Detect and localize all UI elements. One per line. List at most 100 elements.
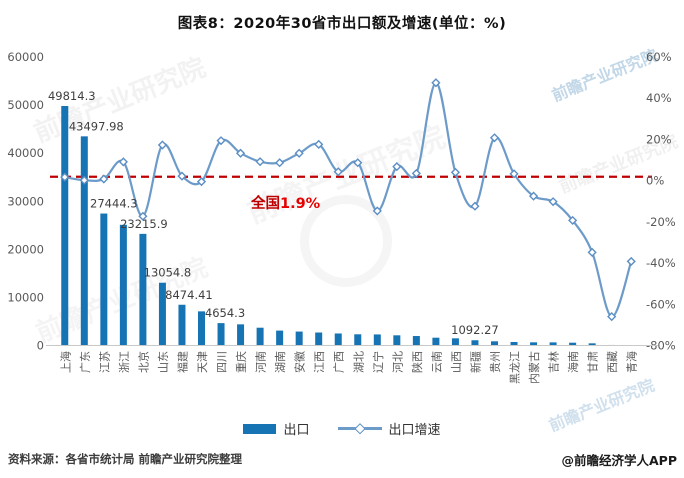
bar-value-label-北京: 23215.9 xyxy=(120,217,168,231)
export-bar-河南 xyxy=(256,327,264,346)
category-label-福建: 福建 xyxy=(176,351,190,373)
growth-marker-北京 xyxy=(138,211,148,221)
growth-marker-吉林 xyxy=(548,197,558,207)
category-label-河南: 河南 xyxy=(255,351,268,373)
growth-marker-天津 xyxy=(196,177,207,187)
growth-marker-辽宁 xyxy=(372,206,382,216)
export-bar-福建 xyxy=(178,304,186,346)
national-average-value: 1.9% xyxy=(280,196,321,212)
export-bar-河北 xyxy=(393,335,401,346)
bar-value-label-山东: 13054.8 xyxy=(144,266,192,280)
legend-label-growth: 出口增速 xyxy=(388,423,441,438)
category-label-河北: 河北 xyxy=(391,351,404,373)
national-average-label: 全国1.9% xyxy=(251,192,320,213)
export-bar-吉林 xyxy=(549,342,557,346)
right-axis-tick-60: 60% xyxy=(646,50,672,64)
export-bar-江西 xyxy=(315,332,323,346)
growth-marker-广东 xyxy=(79,175,89,185)
growth-marker-四川 xyxy=(216,136,226,146)
right-axis-tick-20: 20% xyxy=(646,132,672,146)
export-bar-陕西 xyxy=(412,336,420,346)
growth-marker-湖南 xyxy=(275,158,285,168)
left-axis-tick-60000: 60000 xyxy=(7,50,44,64)
legend-label-export: 出口 xyxy=(283,423,310,438)
export-bar-重庆 xyxy=(237,324,245,346)
growth-marker-陕西 xyxy=(411,168,421,179)
growth-marker-山西 xyxy=(450,167,461,177)
diamond-marker-icon xyxy=(353,422,366,435)
export-bar-云南 xyxy=(432,337,440,346)
legend: 出口 出口增速 xyxy=(0,419,684,438)
growth-marker-海南 xyxy=(568,215,578,226)
growth-marker-湖北 xyxy=(353,158,363,168)
left-axis-tick-30000: 30000 xyxy=(7,194,44,208)
growth-marker-福建 xyxy=(177,171,187,181)
export-bar-新疆 xyxy=(471,340,479,346)
bar-value-label-上海: 49814.3 xyxy=(48,89,96,103)
growth-marker-贵州 xyxy=(489,133,500,143)
growth-marker-新疆 xyxy=(470,201,480,211)
right-axis-tick-0: 0% xyxy=(646,174,664,188)
watermark-logo xyxy=(300,195,392,287)
bar-value-label-福建: 8474.41 xyxy=(165,288,213,302)
export-bar-天津 xyxy=(198,311,205,346)
growth-marker-西藏 xyxy=(607,312,617,322)
left-axis-tick-50000: 50000 xyxy=(7,98,44,112)
category-label-山东: 山东 xyxy=(157,351,170,373)
legend-item-growth: 出口增速 xyxy=(337,419,441,438)
export-bar-甘肃 xyxy=(588,343,596,346)
growth-marker-重庆 xyxy=(235,148,246,158)
export-bar-辽宁 xyxy=(373,334,381,346)
growth-marker-河北 xyxy=(392,162,402,172)
category-label-广东: 广东 xyxy=(79,351,92,373)
category-label-广西: 广西 xyxy=(333,351,346,373)
category-label-湖南: 湖南 xyxy=(274,351,287,373)
category-label-海南: 海南 xyxy=(566,351,580,373)
national-average-text: 全国 xyxy=(251,196,280,212)
growth-marker-山东 xyxy=(157,140,168,150)
export-bar-内蒙古 xyxy=(530,342,538,346)
export-bar-安徽 xyxy=(295,331,303,346)
growth-marker-河南 xyxy=(255,157,265,167)
left-axis-tick-20000: 20000 xyxy=(7,242,44,256)
category-label-浙江: 浙江 xyxy=(118,351,131,373)
right-axis-tick--20: -20% xyxy=(646,215,676,229)
growth-marker-云南 xyxy=(431,78,441,88)
export-bar-海南 xyxy=(569,342,577,346)
data-source-note: 资料来源：各省市统计局 前瞻产业研究院整理 xyxy=(8,452,243,466)
bar-value-label-新疆: 1092.27 xyxy=(451,323,499,337)
growth-marker-青海 xyxy=(626,256,636,267)
export-bar-四川 xyxy=(217,323,225,346)
category-label-重庆: 重庆 xyxy=(234,351,248,373)
right-axis-tick--40: -40% xyxy=(646,256,676,270)
category-label-四川: 四川 xyxy=(216,351,229,373)
category-label-辽宁: 辽宁 xyxy=(371,351,385,373)
growth-marker-浙江 xyxy=(118,157,128,167)
category-label-江西: 江西 xyxy=(313,351,326,373)
category-label-黑龙江: 黑龙江 xyxy=(509,351,522,384)
category-label-江苏: 江苏 xyxy=(98,351,111,373)
line-series-swatch xyxy=(337,422,382,435)
growth-marker-甘肃 xyxy=(587,247,597,257)
bar-value-label-四川: 4654.3 xyxy=(205,306,245,320)
legend-item-export: 出口 xyxy=(243,419,310,438)
export-bar-广西 xyxy=(334,333,342,346)
category-label-内蒙古: 内蒙古 xyxy=(527,351,541,384)
growth-marker-黑龙江 xyxy=(509,169,519,179)
category-label-贵州: 贵州 xyxy=(489,351,502,373)
export-bar-广东 xyxy=(80,136,88,346)
left-axis-tick-0: 0 xyxy=(37,339,44,353)
app-credit: @前瞻经济学人APP xyxy=(561,453,678,468)
export-bar-黑龙江 xyxy=(510,341,518,346)
category-label-吉林: 吉林 xyxy=(547,351,561,373)
bar-series-swatch xyxy=(243,423,277,434)
category-label-上海: 上海 xyxy=(58,351,72,373)
growth-marker-内蒙古 xyxy=(528,191,539,201)
export-bar-贵州 xyxy=(491,341,498,346)
category-label-山西: 山西 xyxy=(450,351,463,373)
export-bar-山东 xyxy=(158,282,166,346)
category-label-新疆: 新疆 xyxy=(469,351,483,373)
category-label-陕西: 陕西 xyxy=(410,351,424,373)
growth-marker-广西 xyxy=(333,167,343,177)
